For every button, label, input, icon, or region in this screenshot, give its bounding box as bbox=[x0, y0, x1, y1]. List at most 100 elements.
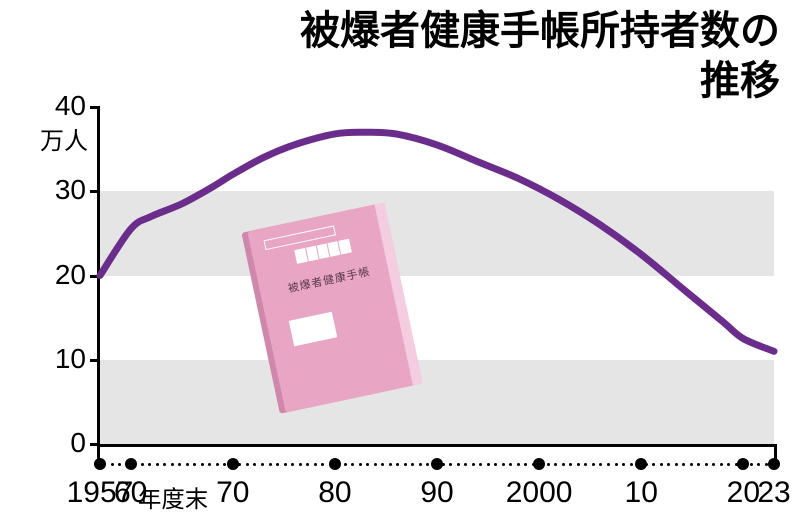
y-tick-label: 30 bbox=[55, 174, 86, 206]
x-dotted bbox=[599, 463, 602, 466]
x-dotted bbox=[374, 463, 377, 466]
x-dotted bbox=[163, 463, 166, 466]
x-dotted bbox=[524, 463, 527, 466]
x-dotted bbox=[284, 463, 287, 466]
x-dotted bbox=[359, 463, 362, 466]
x-dotted bbox=[712, 463, 715, 466]
x-dotted bbox=[246, 463, 249, 466]
x-dotted bbox=[502, 463, 505, 466]
x-dotted bbox=[253, 463, 256, 466]
x-dotted bbox=[652, 463, 655, 466]
plot-area: 被爆者健康手帳 bbox=[100, 107, 774, 444]
x-dotted bbox=[757, 463, 760, 466]
x-tick-dot bbox=[125, 458, 137, 470]
x-tick-dot bbox=[635, 458, 647, 470]
x-dotted bbox=[351, 463, 354, 466]
x-dotted bbox=[186, 463, 189, 466]
x-dotted bbox=[494, 463, 497, 466]
x-dotted bbox=[592, 463, 595, 466]
x-dotted bbox=[622, 463, 625, 466]
y-tick bbox=[90, 443, 100, 446]
x-tick-label: 10 bbox=[591, 476, 691, 510]
y-tick bbox=[90, 106, 100, 109]
x-dotted bbox=[396, 463, 399, 466]
y-tick bbox=[90, 190, 100, 193]
x-dotted bbox=[569, 463, 572, 466]
x-dotted bbox=[404, 463, 407, 466]
x-dotted bbox=[630, 463, 633, 466]
x-suffix-label: 年度末 bbox=[138, 480, 208, 514]
x-dotted bbox=[426, 463, 429, 466]
x-dotted bbox=[201, 463, 204, 466]
x-dotted bbox=[314, 463, 317, 466]
x-dotted bbox=[457, 463, 460, 466]
x-dotted bbox=[306, 463, 309, 466]
x-dotted bbox=[171, 463, 174, 466]
x-dotted bbox=[750, 463, 753, 466]
x-tick-label: 90 bbox=[387, 476, 487, 510]
x-dotted bbox=[141, 463, 144, 466]
x-dotted bbox=[178, 463, 181, 466]
y-tick-label: 20 bbox=[55, 259, 86, 291]
x-dotted bbox=[381, 463, 384, 466]
x-dotted bbox=[193, 463, 196, 466]
x-dotted bbox=[660, 463, 663, 466]
x-tick-dot bbox=[737, 458, 749, 470]
x-tick-dot bbox=[227, 458, 239, 470]
y-tick-label: 10 bbox=[55, 343, 86, 375]
x-dotted bbox=[472, 463, 475, 466]
x-dotted bbox=[682, 463, 685, 466]
x-dotted bbox=[487, 463, 490, 466]
x-dotted bbox=[554, 463, 557, 466]
y-unit-label: 万人 bbox=[40, 121, 88, 156]
x-dotted bbox=[705, 463, 708, 466]
x-dotted bbox=[269, 463, 272, 466]
x-dotted bbox=[389, 463, 392, 466]
x-dotted bbox=[148, 463, 151, 466]
x-tick-dot bbox=[533, 458, 545, 470]
data-line bbox=[100, 107, 774, 444]
x-dotted bbox=[675, 463, 678, 466]
x-dotted bbox=[577, 463, 580, 466]
x-tick-dot bbox=[431, 458, 443, 470]
x-dotted bbox=[720, 463, 723, 466]
x-dotted bbox=[562, 463, 565, 466]
x-tick-label: 80 bbox=[285, 476, 385, 510]
x-dotted bbox=[615, 463, 618, 466]
x-tick-dot bbox=[768, 458, 780, 470]
x-dotted bbox=[449, 463, 452, 466]
x-dotted bbox=[690, 463, 693, 466]
x-dotted bbox=[261, 463, 264, 466]
x-dotted bbox=[111, 463, 114, 466]
x-axis-line bbox=[97, 444, 777, 447]
y-tick bbox=[90, 359, 100, 362]
y-tick-label: 0 bbox=[70, 427, 86, 459]
x-dotted bbox=[208, 463, 211, 466]
x-dotted bbox=[479, 463, 482, 466]
x-dotted bbox=[584, 463, 587, 466]
x-dotted bbox=[321, 463, 324, 466]
x-dotted bbox=[216, 463, 219, 466]
x-dotted bbox=[464, 463, 467, 466]
x-dotted bbox=[509, 463, 512, 466]
chart-title: 被爆者健康手帳所持者数の 推移 bbox=[300, 6, 780, 106]
x-dotted bbox=[299, 463, 302, 466]
x-dotted bbox=[223, 463, 226, 466]
x-dotted bbox=[238, 463, 241, 466]
x-tick-dot bbox=[329, 458, 341, 470]
x-dotted bbox=[697, 463, 700, 466]
x-dotted bbox=[517, 463, 520, 466]
x-dotted bbox=[366, 463, 369, 466]
x-dotted bbox=[547, 463, 550, 466]
x-dotted bbox=[607, 463, 610, 466]
x-tick-label: 23 bbox=[724, 476, 800, 510]
y-tick-label: 40 bbox=[55, 90, 86, 122]
x-dotted bbox=[291, 463, 294, 466]
x-dotted bbox=[344, 463, 347, 466]
x-dotted bbox=[411, 463, 414, 466]
x-dotted bbox=[276, 463, 279, 466]
chart-container: 被爆者健康手帳所持者数の 推移 被爆者健康手帳 010203040万人 1957… bbox=[0, 0, 800, 522]
x-tick-dot bbox=[94, 458, 106, 470]
x-dotted bbox=[667, 463, 670, 466]
x-tick-label: 2000 bbox=[489, 476, 589, 510]
